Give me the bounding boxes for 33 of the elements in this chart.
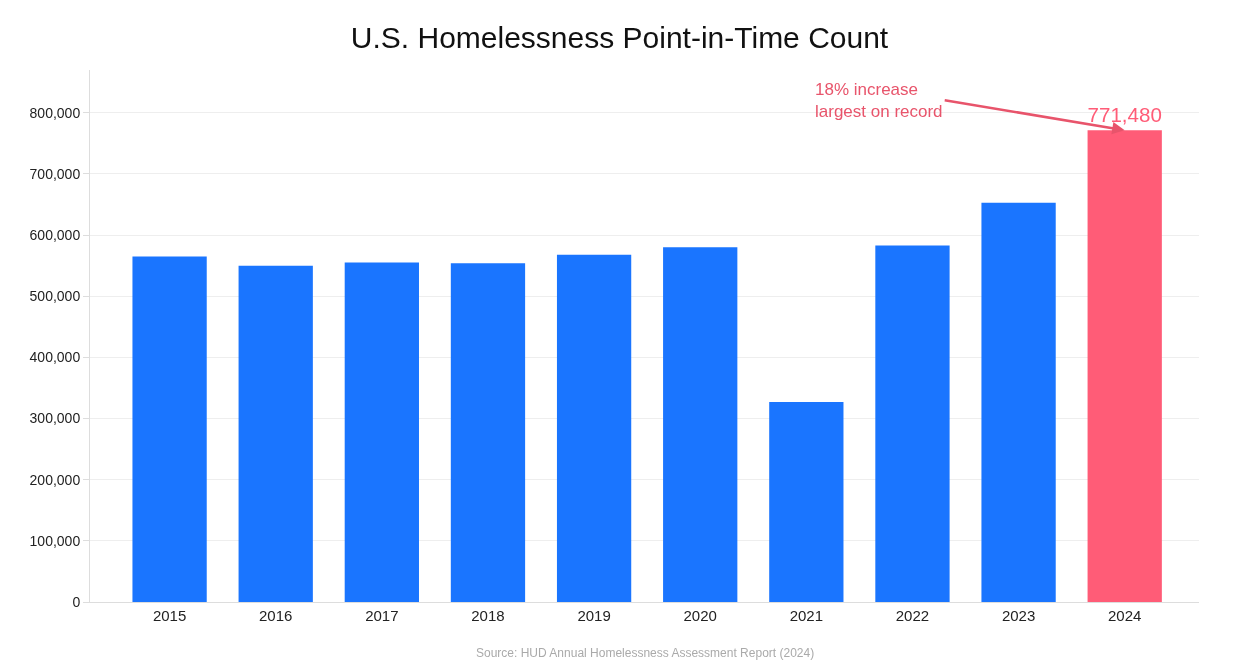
y-tick-label: 500,000 bbox=[29, 288, 81, 305]
y-tick-label: 300,000 bbox=[29, 410, 81, 427]
x-tick-label: 2022 bbox=[895, 607, 930, 624]
bar bbox=[450, 263, 526, 602]
x-tick-label: 2016 bbox=[259, 607, 293, 624]
bar bbox=[663, 247, 738, 602]
x-tick-label: 2015 bbox=[152, 607, 187, 624]
bar bbox=[344, 262, 419, 602]
y-tick-label: 700,000 bbox=[29, 165, 81, 182]
bar bbox=[238, 265, 313, 602]
y-tick-label: 800,000 bbox=[29, 104, 81, 121]
bar bbox=[875, 245, 950, 602]
data-label: 771,480 bbox=[1087, 103, 1162, 127]
x-tick-label: 2019 bbox=[577, 607, 611, 624]
y-tick-label: 200,000 bbox=[29, 471, 81, 488]
x-tick-label: 2024 bbox=[1108, 607, 1142, 624]
y-tick-label: 400,000 bbox=[29, 349, 81, 366]
source-note: Source: HUD Annual Homelessness Assessment Report (2024) bbox=[476, 646, 815, 660]
bar bbox=[981, 202, 1056, 602]
x-tick-label: 2023 bbox=[1001, 607, 1036, 624]
bar bbox=[769, 402, 844, 602]
x-tick-label: 2017 bbox=[365, 607, 399, 624]
bar bbox=[556, 254, 632, 602]
annotation: 18% increase largest on record bbox=[815, 80, 943, 122]
y-tick-label: 600,000 bbox=[29, 227, 81, 243]
x-tick-label: 2020 bbox=[683, 607, 717, 624]
x-tick-label: 2018 bbox=[471, 607, 505, 624]
bar bbox=[132, 256, 207, 602]
chart-title: U.S. Homelessness Point-in-Time Count bbox=[350, 20, 889, 54]
bar bbox=[1087, 130, 1162, 602]
y-tick-label: 100,000 bbox=[29, 532, 81, 549]
x-tick-label: 2021 bbox=[789, 607, 824, 624]
y-tick-label: 0 bbox=[72, 593, 81, 610]
